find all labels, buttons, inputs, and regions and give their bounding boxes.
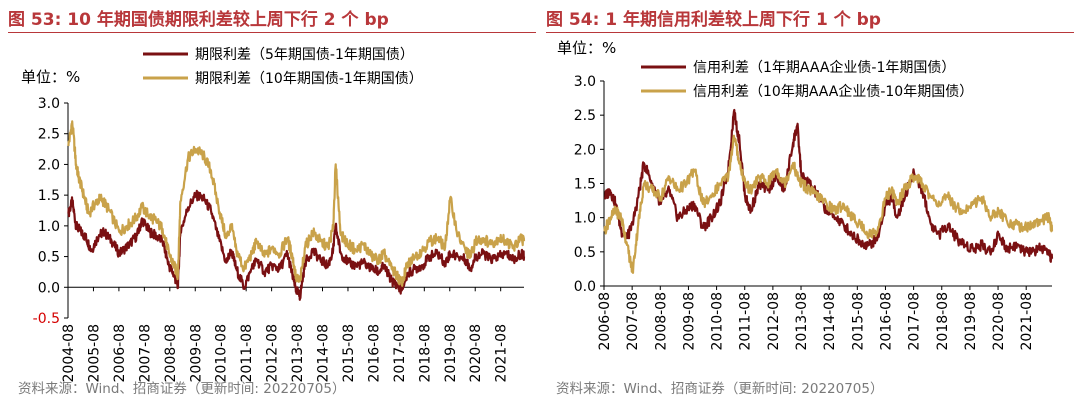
x-tick-label: 2007-08 xyxy=(625,292,641,351)
y-tick-label: 1.0 xyxy=(38,219,60,235)
y-tick-label: 3.0 xyxy=(574,74,596,90)
legend-label: 信用利差（1年期AAA企业债-1年期国债） xyxy=(693,59,955,76)
x-tick-label: 2008-08 xyxy=(653,292,669,351)
unit-label: 单位：% xyxy=(557,39,616,57)
x-tick-label: 2017-08 xyxy=(392,324,408,383)
x-tick-label: 2018-08 xyxy=(417,324,433,383)
y-tick-label: 2.5 xyxy=(574,108,596,124)
source-note: 资料来源：Wind、招商证券（更新时间: 20220705） xyxy=(18,381,346,397)
x-tick-label: 2019-08 xyxy=(963,292,979,351)
x-tick-label: 2016-08 xyxy=(366,324,382,383)
x-tick-label: 2014-08 xyxy=(822,292,838,351)
y-tick-label: 1.5 xyxy=(574,177,596,193)
y-tick-label: 2.0 xyxy=(38,157,60,173)
x-tick-label: 2010-08 xyxy=(710,292,726,351)
title-divider xyxy=(8,32,536,33)
x-tick-label: 2013-08 xyxy=(290,324,306,383)
legend-label: 期限利差（10年期国债-1年期国债） xyxy=(195,71,423,87)
x-tick-label: 2018-08 xyxy=(935,292,951,351)
title-divider xyxy=(546,32,1074,33)
x-tick-label: 2014-08 xyxy=(316,324,332,383)
x-tick-label: 2021-08 xyxy=(494,324,510,383)
source-note: 资料来源：Wind、招商证券（更新时间: 20220705） xyxy=(556,381,884,397)
y-tick-label: 1.0 xyxy=(574,211,596,227)
x-tick-label: 2010-08 xyxy=(214,324,230,383)
x-tick-label: 2021-08 xyxy=(1019,292,1035,351)
x-tick-label: 2005-08 xyxy=(86,324,102,383)
y-tick-label: -0.5 xyxy=(33,311,60,327)
y-tick-label: 0.5 xyxy=(38,250,60,266)
x-tick-label: 2008-08 xyxy=(163,324,179,383)
x-tick-label: 2006-08 xyxy=(597,292,613,351)
y-tick-label: 2.0 xyxy=(574,142,596,158)
x-tick-label: 2009-08 xyxy=(188,324,204,383)
series-line xyxy=(67,189,526,301)
x-tick-label: 2007-08 xyxy=(137,324,153,383)
x-tick-label: 2015-08 xyxy=(850,292,866,351)
chart-title: 图 54: 1 年期信用利差较上周下行 1 个 bp xyxy=(546,10,881,30)
x-tick-label: 2006-08 xyxy=(112,324,128,383)
x-tick-label: 2020-08 xyxy=(468,324,484,383)
chart-title: 图 53: 10 年期国债期限利差较上周下行 2 个 bp xyxy=(8,10,389,30)
x-tick-label: 2012-08 xyxy=(766,292,782,351)
x-tick-label: 2004-08 xyxy=(61,324,77,383)
x-tick-label: 2013-08 xyxy=(794,292,810,351)
unit-label: 单位：% xyxy=(21,68,80,86)
x-tick-label: 2019-08 xyxy=(443,324,459,383)
x-tick-label: 2011-08 xyxy=(239,324,255,383)
x-tick-label: 2020-08 xyxy=(991,292,1007,351)
series-line xyxy=(67,120,526,287)
chart-panel-term-spread: 图 53: 10 年期国债期限利差较上周下行 2 个 bp 单位：% 3.0 2.5… xyxy=(8,0,536,414)
x-tick-label: 2017-08 xyxy=(907,292,923,351)
chart-panel-credit-spread: 图 54: 1 年期信用利差较上周下行 1 个 bp 单位：% 3.0 2.5 2.0… xyxy=(546,0,1074,414)
legend-label: 期限利差（5年期国债-1年期国债） xyxy=(195,47,414,63)
legend-label: 信用利差（10年期AAA企业债-10年期国债） xyxy=(693,83,973,100)
y-tick-label: 2.5 xyxy=(38,127,60,143)
x-tick-label: 2012-08 xyxy=(265,324,281,383)
y-tick-label: 0.0 xyxy=(574,279,596,295)
y-tick-label: 0.5 xyxy=(574,245,596,261)
y-tick-label: 0.0 xyxy=(38,280,60,296)
x-tick-label: 2016-08 xyxy=(878,292,894,351)
x-tick-label: 2009-08 xyxy=(681,292,697,351)
series-line xyxy=(603,134,1054,274)
x-tick-label: 2015-08 xyxy=(341,324,357,383)
series-line xyxy=(603,108,1054,263)
y-tick-label: 3.0 xyxy=(38,96,60,112)
x-tick-label: 2011-08 xyxy=(738,292,754,351)
y-tick-label: 1.5 xyxy=(38,188,60,204)
